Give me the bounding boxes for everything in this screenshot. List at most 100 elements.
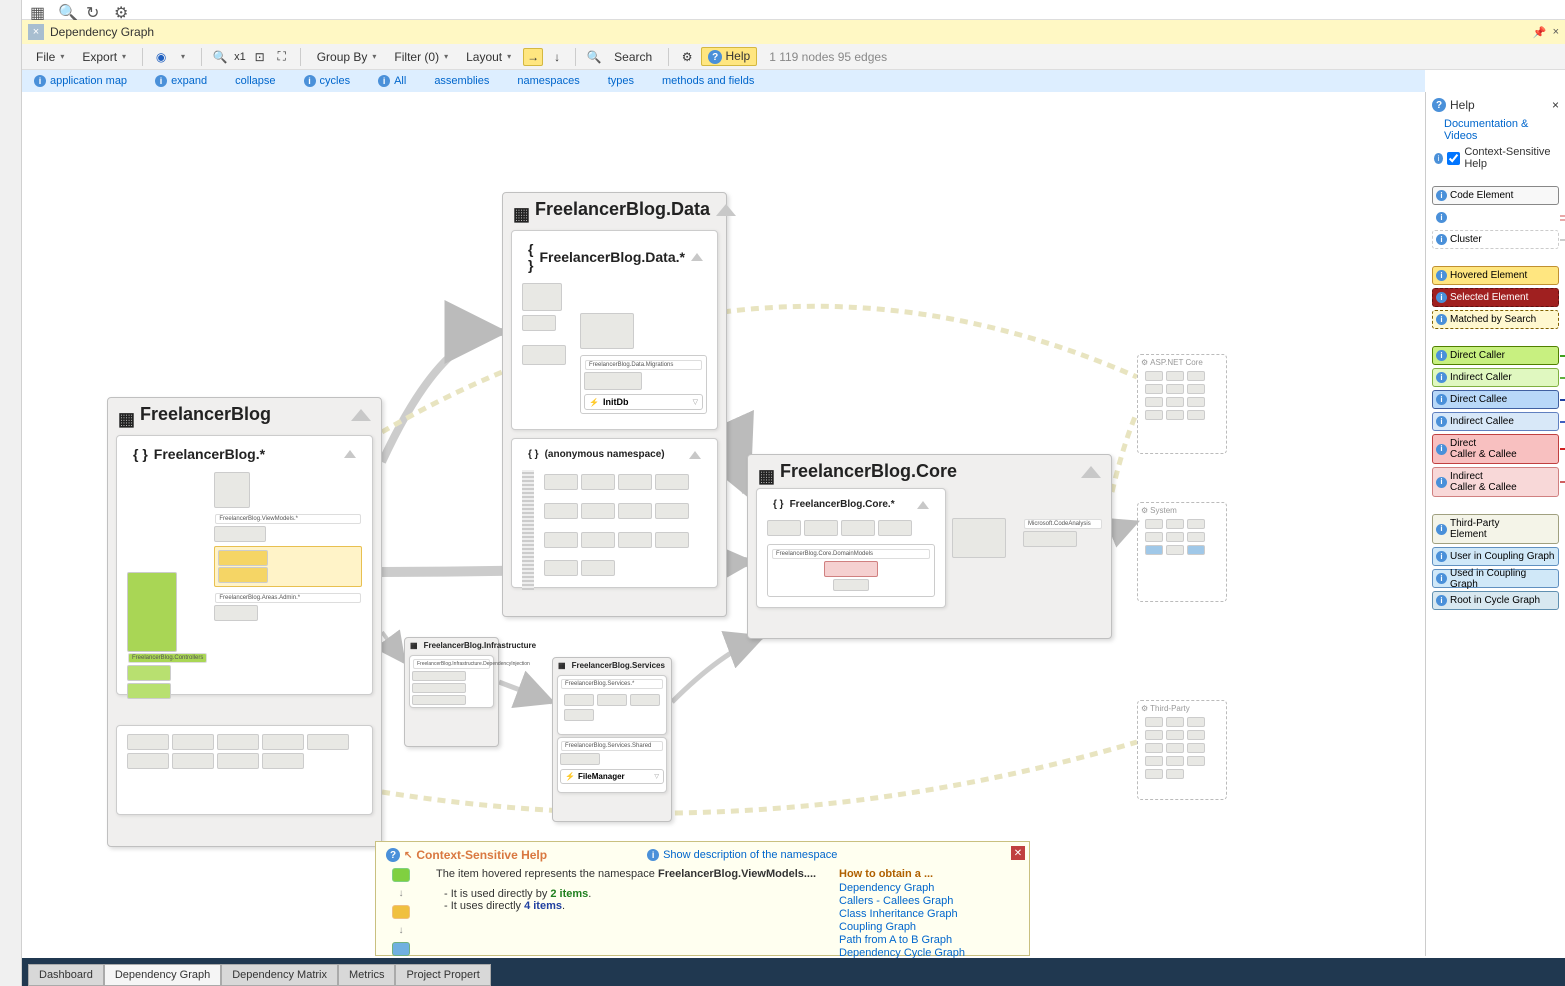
zoom-out-icon[interactable]: 🔍 (212, 49, 228, 65)
legend-item[interactable]: iHovered Element (1432, 266, 1559, 285)
collapse-icon[interactable] (716, 204, 736, 216)
graph-stats: 1 119 nodes 95 edges (769, 50, 887, 64)
ctx-help-checkbox[interactable]: iContext-Sensitive Help (1432, 146, 1559, 170)
ctx-link[interactable]: Callers - Callees Graph (839, 895, 1019, 907)
bottom-tab[interactable]: Metrics (338, 964, 395, 986)
graph-canvas[interactable]: ▦FreelancerBlog { }FreelancerBlog.* Free… (22, 92, 1425, 956)
zoom-fit-icon[interactable]: ⊡ (252, 49, 268, 65)
file-menu[interactable]: File (30, 48, 70, 66)
legend-item[interactable]: iDirectCaller & Callee (1432, 434, 1559, 464)
collapse-icon[interactable] (1081, 466, 1101, 478)
legend-label: Matched by Search (1450, 314, 1536, 325)
close-panel-button[interactable]: × (28, 24, 44, 40)
collapse-icon[interactable] (917, 501, 929, 509)
legend-item[interactable]: iIndirectCaller & Callee (1432, 467, 1559, 497)
search-icon[interactable]: 🔍 (58, 3, 72, 17)
tool-icon-1[interactable]: ▦ (30, 3, 44, 17)
legend-label: Cluster (1450, 234, 1482, 245)
cluster-system[interactable]: ⚙System (1137, 502, 1227, 602)
node-freelancerblog-data[interactable]: ▦FreelancerBlog.Data { }FreelancerBlog.D… (502, 192, 727, 617)
cluster-icon: ⚙ (1141, 704, 1148, 713)
collapse-icon[interactable] (689, 451, 701, 459)
assemblies-link[interactable]: assemblies (434, 75, 489, 87)
help-icon: ? (1432, 98, 1446, 112)
expand-link[interactable]: iexpand (155, 75, 207, 87)
legend-item[interactable]: i (1432, 208, 1559, 227)
legend-item[interactable]: iMatched by Search (1432, 310, 1559, 329)
methods-link[interactable]: methods and fields (662, 75, 754, 87)
info-icon: i (1436, 524, 1447, 535)
ctx-link[interactable]: Dependency Graph (839, 882, 1019, 894)
help-button[interactable]: ? Help (701, 47, 757, 67)
legend-item[interactable]: iUsed in Coupling Graph (1432, 569, 1559, 588)
layout-down-button[interactable]: ↓ (549, 49, 565, 65)
cycles-link[interactable]: icycles (304, 75, 351, 87)
legend-item[interactable]: iSelected Element (1432, 288, 1559, 307)
bottom-tab[interactable]: Project Propert (395, 964, 490, 986)
types-link[interactable]: types (608, 75, 634, 87)
layout-right-button[interactable]: → (523, 48, 543, 66)
bottom-tab[interactable]: Dependency Matrix (221, 964, 338, 986)
legend-item[interactable]: iIndirect Callee (1432, 412, 1559, 431)
ctx-close-button[interactable]: ✕ (1011, 846, 1025, 860)
doc-videos-link[interactable]: Documentation & Videos (1432, 118, 1559, 142)
search-tool-icon[interactable]: 🔍 (586, 49, 602, 65)
namespaces-link[interactable]: namespaces (517, 75, 579, 87)
bottom-tab[interactable]: Dependency Graph (104, 964, 221, 986)
filter-menu[interactable]: Filter (0) (388, 48, 454, 66)
zoom-level: x1 (234, 51, 246, 63)
ctx-help-title: Context-Sensitive Help (416, 848, 547, 862)
legend-item[interactable]: iUser in Coupling Graph (1432, 547, 1559, 566)
ctx-link[interactable]: Class Inheritance Graph (839, 908, 1019, 920)
ctx-link[interactable]: Coupling Graph (839, 921, 1019, 933)
back-drop-icon[interactable]: ▾ (175, 49, 191, 65)
legend-item[interactable]: iDirect Caller (1432, 346, 1559, 365)
node-freelancerblog-core[interactable]: ▦FreelancerBlog.Core { }FreelancerBlog.C… (747, 454, 1112, 639)
group-by-menu[interactable]: Group By (311, 48, 383, 66)
legend-item[interactable]: iThird-PartyElement (1432, 514, 1559, 544)
node-infrastructure[interactable]: ▦FreelancerBlog.Infrastructure Freelance… (404, 637, 499, 747)
refresh-icon[interactable]: ↻ (86, 3, 100, 17)
node-freelancerblog[interactable]: ▦FreelancerBlog { }FreelancerBlog.* Free… (107, 397, 382, 847)
collapse-icon[interactable] (344, 450, 356, 458)
collapse-icon[interactable] (691, 253, 703, 261)
bottom-tab[interactable]: Dashboard (28, 964, 104, 986)
show-desc-link[interactable]: Show description of the namespace (663, 849, 837, 861)
how-to-title: How to obtain a ... (839, 868, 1019, 880)
node-services[interactable]: ▦FreelancerBlog.Services FreelancerBlog.… (552, 657, 672, 822)
ctx-link[interactable]: Path from A to B Graph (839, 934, 1019, 946)
all-link[interactable]: iAll (378, 75, 406, 87)
legend-item[interactable]: iCluster (1432, 230, 1559, 249)
close-help-icon[interactable]: × (1552, 98, 1559, 112)
legend-item[interactable]: iDirect Callee (1432, 390, 1559, 409)
cluster-aspnet[interactable]: ⚙ASP.NET Core (1137, 354, 1227, 454)
info-icon: i (1436, 234, 1447, 245)
app-map-link[interactable]: iapplication map (34, 75, 127, 87)
braces-icon: { } (773, 499, 784, 510)
zoom-full-icon[interactable]: ⛶ (274, 49, 290, 65)
pin-icon[interactable]: 📌 (1533, 26, 1547, 39)
ctx-help-check[interactable] (1447, 152, 1460, 165)
export-menu[interactable]: Export (76, 48, 132, 66)
cluster-thirdparty[interactable]: ⚙Third-Party (1137, 700, 1227, 800)
info-icon: i (1436, 314, 1447, 325)
cluster-icon: ⚙ (1141, 358, 1148, 367)
legend-arrow-icon (1560, 377, 1565, 379)
legend-item[interactable]: iCode Element (1432, 186, 1559, 205)
info-icon: i (1436, 292, 1447, 303)
settings-gear-icon[interactable]: ⚙ (679, 49, 695, 65)
collapse-link[interactable]: collapse (235, 75, 275, 87)
legend-item[interactable]: iIndirect Caller (1432, 368, 1559, 387)
collapse-icon[interactable] (351, 409, 371, 421)
back-icon[interactable]: ◉ (153, 49, 169, 65)
close-icon[interactable]: × (1553, 26, 1559, 39)
layout-menu[interactable]: Layout (460, 48, 517, 66)
search-button[interactable]: Search (608, 48, 658, 66)
legend-label: Code Element (1450, 190, 1513, 201)
legend-item[interactable]: iRoot in Cycle Graph (1432, 591, 1559, 610)
gear-icon[interactable]: ⚙ (114, 3, 128, 17)
help-panel: ?Help× Documentation & Videos iContext-S… (1425, 92, 1565, 956)
title-bar: × Dependency Graph 📌 × (22, 20, 1565, 44)
legend-label: Indirect Callee (1450, 416, 1514, 427)
left-sidebar-gutter (0, 0, 22, 986)
